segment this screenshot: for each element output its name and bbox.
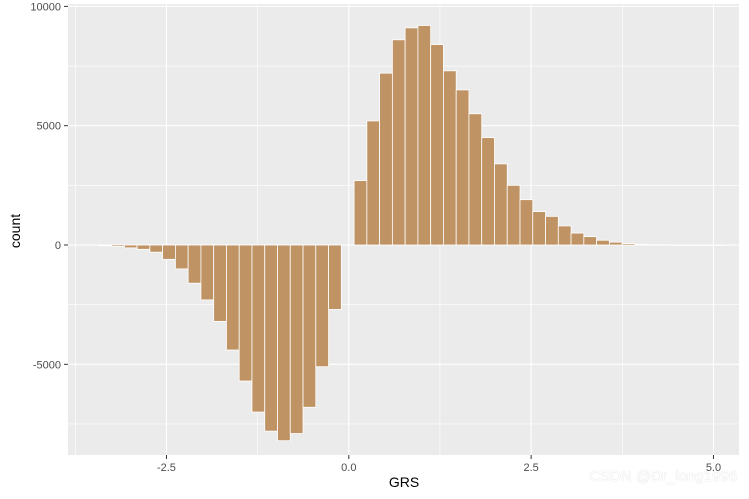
histogram-bar — [481, 137, 495, 246]
x-axis-title: GRS — [389, 474, 419, 490]
histogram-bar — [672, 244, 687, 246]
histogram-bar — [238, 244, 253, 382]
x-tick-label: 5.0 — [706, 462, 721, 474]
y-tick-label: -5000 — [33, 359, 61, 371]
histogram-bar — [404, 27, 419, 246]
histogram-bar — [200, 244, 215, 301]
histogram-bar — [111, 244, 125, 247]
watermark-text: CSDN @Dr_long1996 — [589, 468, 737, 485]
histogram-bar — [532, 211, 546, 246]
histogram-bar — [647, 244, 661, 246]
histogram-bar — [353, 180, 368, 246]
x-tick-label: -2.5 — [157, 462, 176, 474]
histogram-bar — [621, 243, 636, 246]
histogram-bar — [289, 244, 304, 434]
histogram-bar — [379, 72, 393, 246]
histogram-bar — [583, 236, 597, 246]
histogram-bar — [315, 244, 329, 368]
histogram-bar — [149, 244, 164, 253]
y-axis-ticks: -5000 0 5000 10000 — [30, 1, 68, 371]
histogram-bar — [123, 244, 138, 249]
histogram-bar — [455, 89, 470, 246]
histogram-bar — [570, 232, 585, 246]
histogram-bar — [136, 244, 151, 250]
histogram-bar — [494, 163, 508, 246]
histogram-bar — [162, 244, 176, 260]
histogram-bar — [506, 184, 521, 246]
histogram-bar — [174, 244, 189, 270]
x-tick-label: 0.0 — [341, 462, 356, 474]
histogram-bar — [519, 199, 534, 246]
histogram-bar — [685, 244, 700, 246]
histogram-bar — [608, 241, 623, 246]
histogram-bar — [98, 244, 112, 247]
histogram-bar — [634, 243, 649, 246]
histogram-bar — [366, 120, 381, 246]
histogram-bar — [264, 244, 278, 432]
histogram-bar — [302, 244, 317, 408]
histogram-bar — [660, 244, 674, 246]
bars-group — [98, 25, 725, 442]
y-tick-label: 5000 — [37, 121, 61, 133]
x-tick-label: 2.5 — [523, 462, 538, 474]
y-tick-label: 0 — [55, 240, 61, 252]
histogram-bar — [430, 44, 444, 246]
histogram-bar — [187, 244, 202, 284]
histogram-bar — [698, 244, 712, 246]
histogram-bar — [226, 244, 240, 351]
y-tick-label: 10000 — [30, 1, 61, 13]
histogram-bar — [711, 244, 725, 246]
x-axis-ticks: -2.5 0.0 2.5 5.0 — [157, 455, 721, 474]
histogram-bar — [417, 25, 432, 246]
histogram-bar — [468, 113, 483, 246]
histogram-bar — [545, 215, 559, 246]
histogram-bar — [251, 244, 266, 413]
histogram-bar — [213, 244, 227, 322]
histogram-bar — [328, 244, 342, 310]
histogram-bar — [596, 239, 610, 246]
histogram-bar — [277, 244, 291, 442]
histogram-bar — [557, 225, 572, 246]
histogram-bar — [443, 70, 457, 246]
histogram-bar — [391, 39, 406, 246]
y-axis-title: count — [7, 214, 23, 248]
